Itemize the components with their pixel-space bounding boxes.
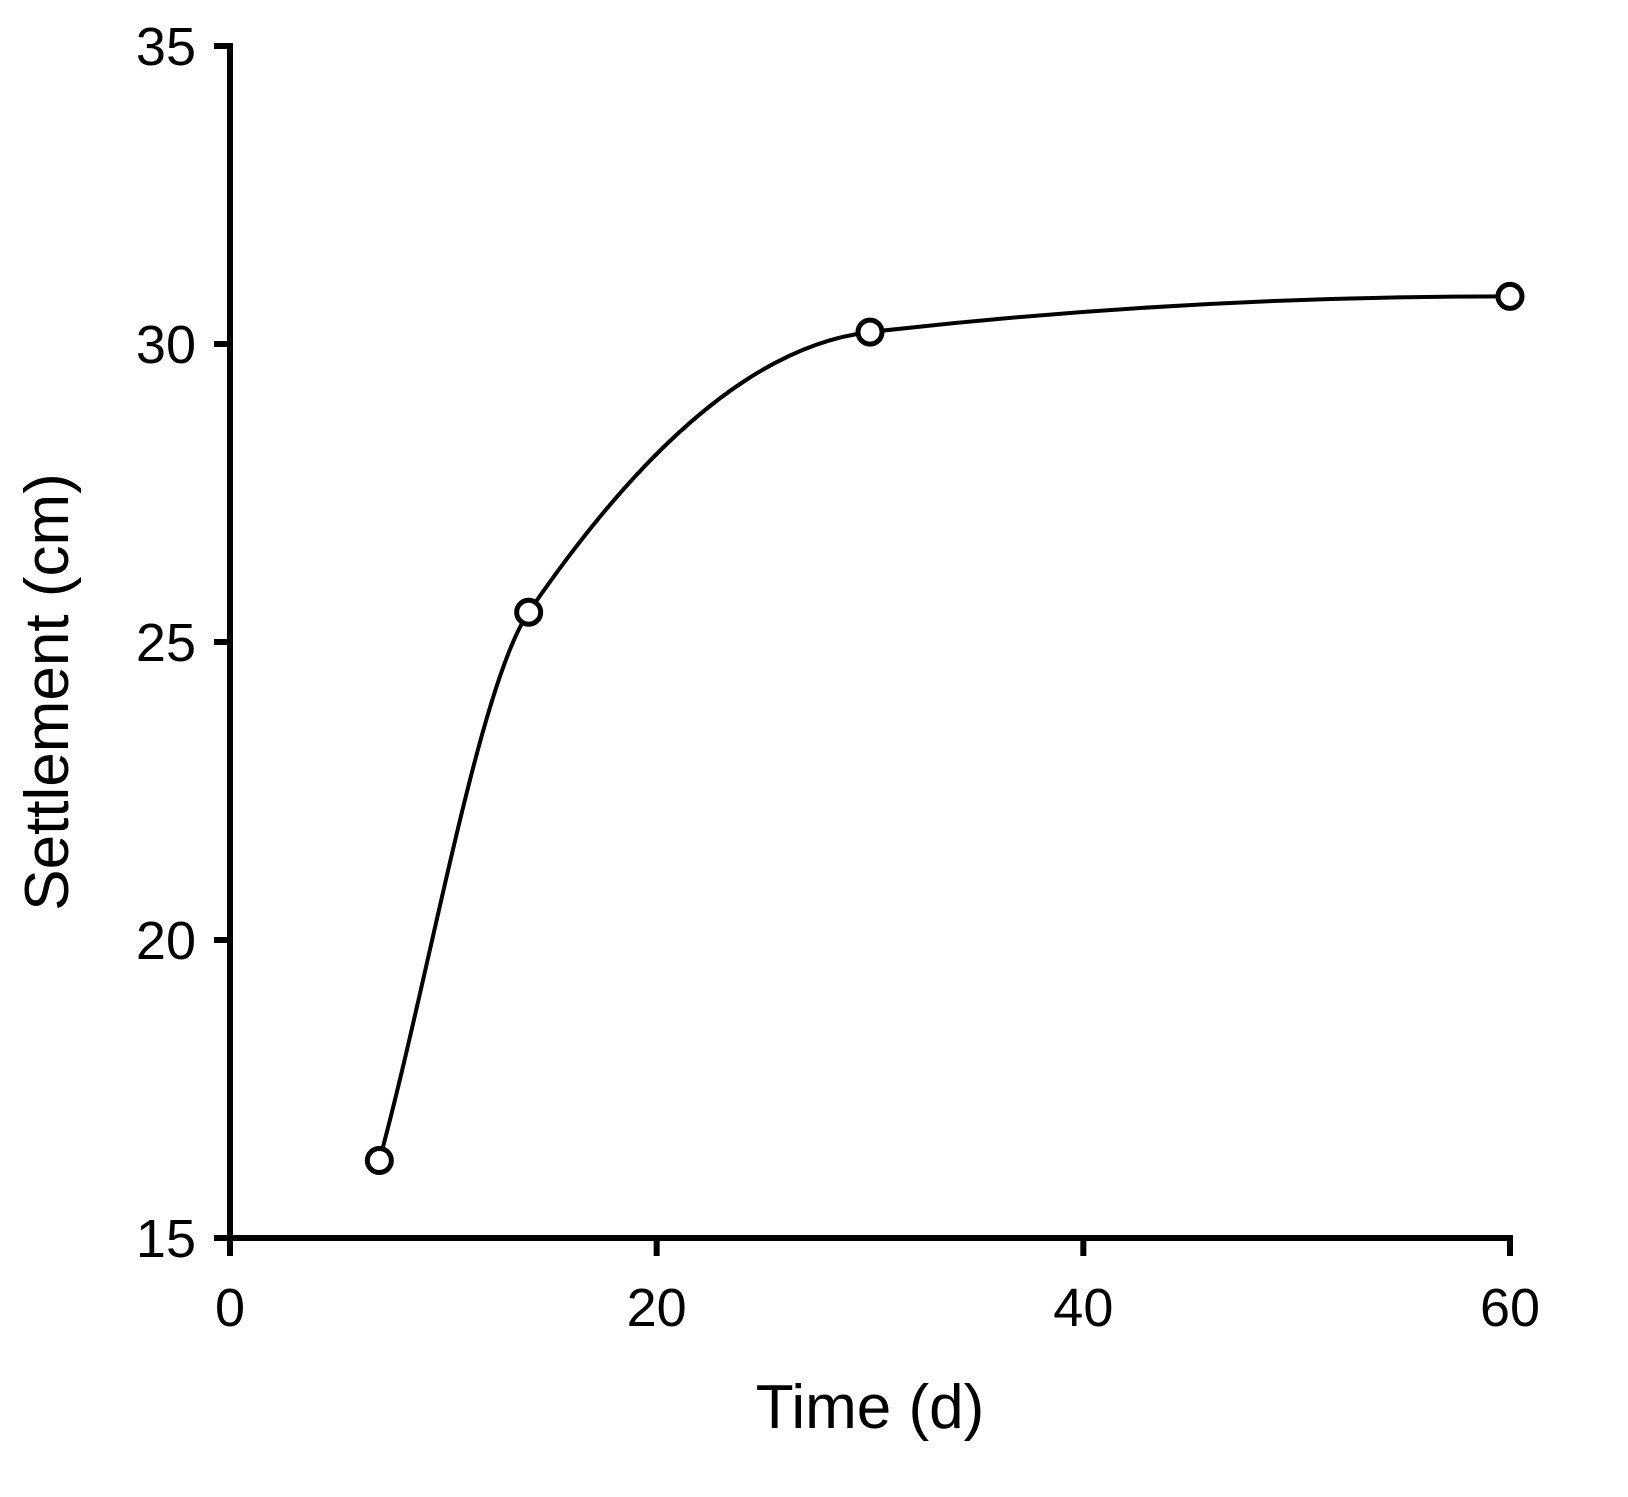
x-ticks: 0 20 40 60 — [215, 1238, 1540, 1338]
x-axis-title: Time (d) — [756, 1373, 984, 1442]
y-tick-label: 15 — [136, 1209, 196, 1269]
y-tick-label: 35 — [136, 17, 196, 77]
y-tick-label: 30 — [136, 315, 196, 375]
y-tick-label: 25 — [136, 613, 196, 673]
y-tick-label: 20 — [136, 911, 196, 971]
y-axis-title: Settlement (cm) — [13, 473, 82, 911]
data-point — [855, 317, 885, 347]
x-tick-label: 20 — [627, 1278, 687, 1338]
data-point — [1495, 281, 1525, 311]
x-tick-label: 60 — [1480, 1278, 1540, 1338]
x-tick-label: 40 — [1053, 1278, 1113, 1338]
y-ticks: 15 20 25 30 35 — [136, 17, 230, 1269]
x-tick-label: 0 — [215, 1278, 245, 1338]
data-point — [364, 1146, 394, 1176]
data-point — [514, 597, 544, 627]
series-line — [377, 294, 1511, 1162]
axes — [227, 43, 1513, 1241]
series-layer — [364, 281, 1525, 1176]
